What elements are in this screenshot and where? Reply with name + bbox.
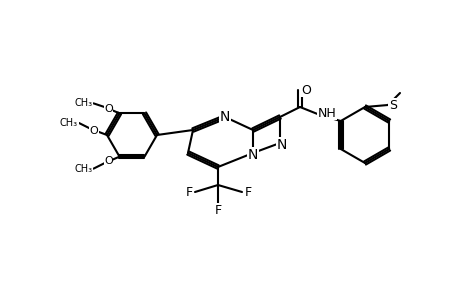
Text: O: O (90, 126, 98, 136)
Text: CH₃: CH₃ (74, 98, 92, 108)
Text: N: N (276, 138, 286, 152)
Text: F: F (185, 185, 192, 199)
Text: O: O (300, 83, 310, 97)
Text: O: O (104, 104, 112, 114)
Text: N: N (219, 110, 230, 124)
Text: CH₃: CH₃ (60, 118, 78, 128)
Text: F: F (244, 185, 251, 199)
Text: CH₃: CH₃ (74, 164, 92, 174)
Text: S: S (388, 98, 396, 112)
Text: N: N (247, 148, 257, 162)
Text: O: O (104, 156, 112, 166)
Text: F: F (214, 203, 221, 217)
Text: NH: NH (317, 106, 336, 119)
